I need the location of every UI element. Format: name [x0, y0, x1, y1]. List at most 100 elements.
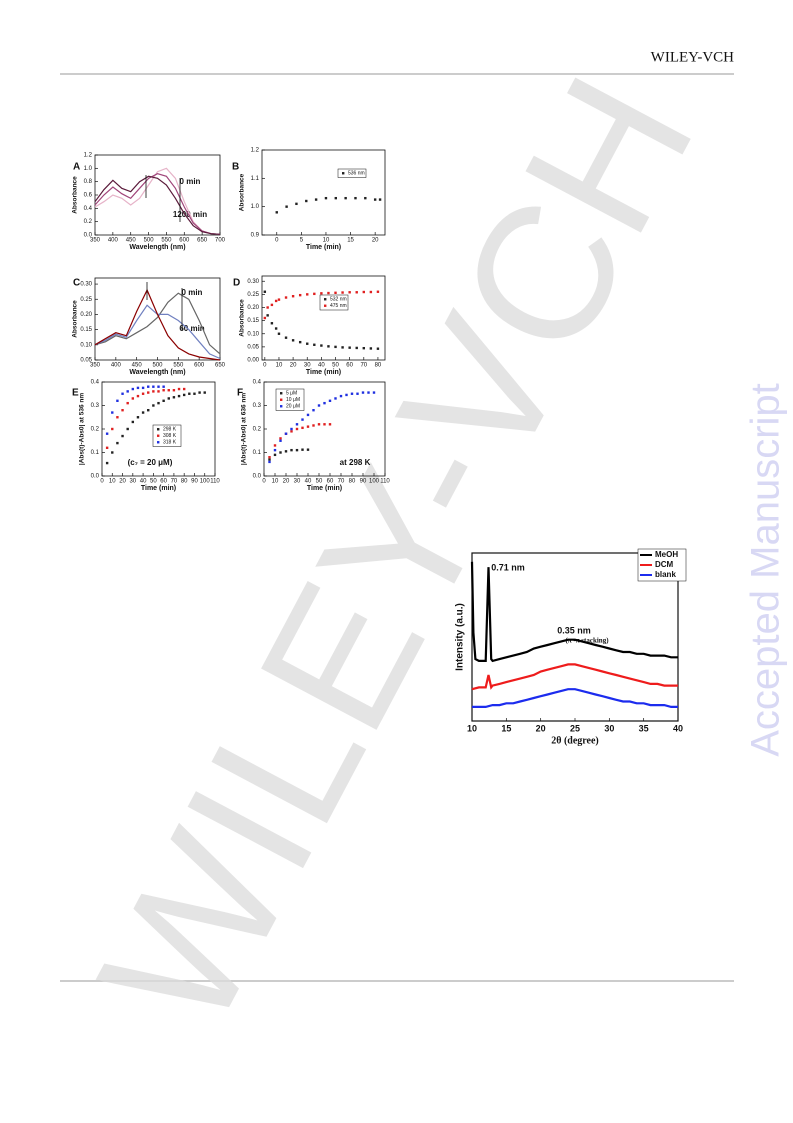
data-point — [317, 423, 321, 426]
data-point — [162, 389, 165, 392]
data-point — [152, 404, 155, 407]
x-tick-label: 350 — [90, 363, 101, 369]
data-point — [266, 314, 269, 317]
legend-box — [275, 388, 305, 411]
data-line — [471, 663, 678, 691]
x-tick-label: 0 — [263, 363, 267, 369]
data-point — [263, 316, 267, 320]
data-point — [126, 427, 129, 431]
data-point — [301, 418, 304, 421]
x-tick-label: 650 — [197, 238, 208, 244]
data-point — [320, 344, 323, 347]
legend-label: 10 μM — [286, 397, 300, 403]
x-tick-label: 5 — [300, 238, 304, 244]
data-point — [105, 432, 109, 435]
data-point — [152, 390, 155, 393]
data-point — [328, 399, 332, 402]
x-tick-label: 400 — [111, 363, 122, 369]
y-tick-label: 0.00 — [247, 358, 259, 364]
y-tick-label: 0.05 — [247, 344, 259, 350]
data-line — [94, 175, 221, 235]
data-point — [320, 292, 323, 295]
data-point — [295, 427, 299, 431]
x-tick-label: 80 — [349, 479, 356, 485]
data-point — [295, 202, 298, 206]
data-point — [105, 446, 109, 449]
data-point — [367, 391, 370, 394]
y-tick-label: 0.30 — [247, 279, 259, 285]
y-axis-label: Intensity (a.u.) — [455, 603, 466, 671]
y-tick-label: 0.3 — [91, 403, 100, 409]
data-point — [157, 401, 160, 405]
data-point — [152, 385, 155, 388]
data-point — [198, 391, 201, 394]
legend-swatch — [280, 392, 283, 395]
x-axis-label: Wavelength (nm) — [129, 369, 185, 376]
legend-label: blank — [655, 570, 676, 579]
legend-swatch — [342, 172, 345, 175]
data-point — [141, 392, 145, 395]
data-point — [121, 392, 124, 395]
data-point — [147, 385, 150, 388]
x-tick-label: 100 — [200, 479, 211, 485]
legend-label: 20 μM — [286, 404, 300, 410]
x-tick-label: 650 — [215, 363, 226, 369]
data-point — [203, 391, 206, 394]
data-point — [157, 385, 160, 388]
x-tick-label: 15 — [347, 238, 354, 244]
x-tick-label: 80 — [375, 363, 382, 369]
legend-label: 536 nm — [348, 171, 365, 177]
data-point — [317, 404, 321, 407]
y-tick-label: 0.1 — [253, 450, 262, 456]
data-point — [301, 426, 304, 430]
legend-swatch — [280, 405, 283, 408]
x-tick-label: 25 — [570, 723, 580, 733]
side-text: Accepted Manuscript — [744, 383, 788, 757]
y-tick-label: 0.4 — [253, 380, 262, 386]
x-tick-label: 20 — [119, 479, 126, 485]
data-point — [373, 198, 377, 201]
y-tick-label: 0.25 — [80, 297, 92, 303]
data-point — [344, 196, 347, 200]
panel-label: B — [232, 162, 239, 173]
x-tick-label: 350 — [90, 238, 101, 244]
x-tick-label: 80 — [181, 479, 188, 485]
data-point — [356, 392, 359, 395]
data-point — [327, 345, 330, 348]
x-tick-label: 10 — [272, 479, 279, 485]
data-point — [291, 295, 295, 298]
y-tick-label: 1.2 — [84, 153, 93, 159]
x-tick-label: 50 — [332, 363, 339, 369]
legend-label: MeOH — [655, 550, 678, 559]
x-tick-label: 30 — [304, 363, 311, 369]
data-point — [323, 401, 326, 405]
data-point — [284, 432, 288, 435]
y-tick-label: 0.3 — [253, 403, 262, 409]
data-point — [270, 322, 274, 325]
x-tick-label: 550 — [173, 363, 184, 369]
data-point — [290, 430, 293, 433]
data-point — [172, 396, 176, 399]
x-tick-label: 50 — [150, 479, 157, 485]
data-point — [182, 387, 186, 391]
data-point — [268, 456, 271, 459]
x-axis-label: Time (min) — [306, 244, 341, 251]
data-point — [277, 332, 281, 335]
annotation: at 298 K — [340, 458, 371, 467]
data-point — [372, 391, 376, 394]
x-tick-label: 40 — [673, 723, 683, 733]
data-point — [273, 453, 277, 457]
x-tick-label: 600 — [179, 238, 190, 244]
data-point — [345, 393, 348, 397]
data-point — [298, 340, 302, 344]
x-tick-label: 40 — [140, 479, 147, 485]
data-point — [111, 427, 114, 431]
legend-label: 532 nm — [330, 297, 347, 303]
data-point — [334, 291, 337, 294]
data-point — [350, 392, 354, 395]
x-tick-label: 0 — [275, 238, 279, 244]
y-tick-label: 0.20 — [247, 305, 259, 311]
data-point — [284, 336, 288, 339]
data-point — [121, 434, 124, 438]
panel-label: C — [73, 278, 80, 289]
